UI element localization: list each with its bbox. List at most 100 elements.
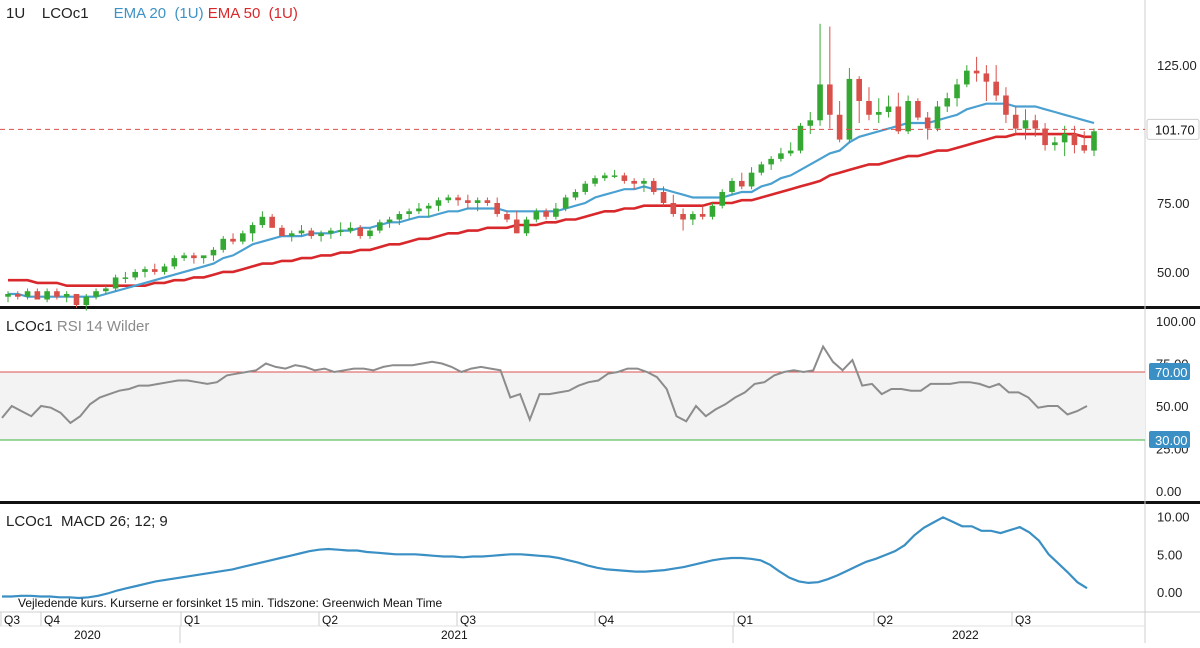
candle — [1042, 123, 1048, 151]
quarter-label: Q1 — [737, 613, 753, 627]
candle — [553, 202, 559, 220]
candle-body — [181, 255, 187, 259]
candle — [817, 23, 823, 126]
rsi-y-tick-label: 0.00 — [1156, 484, 1181, 499]
candle — [983, 65, 990, 101]
candle — [357, 225, 364, 239]
quarter-label: Q2 — [322, 613, 338, 627]
candle — [210, 247, 217, 261]
candle — [34, 288, 41, 300]
candle — [807, 112, 814, 135]
candle-body — [592, 178, 598, 184]
candle — [191, 252, 197, 264]
candle — [230, 233, 236, 245]
candle — [122, 271, 129, 283]
candle-body — [1003, 95, 1009, 115]
candle-body — [161, 266, 168, 272]
candle-body — [386, 219, 393, 223]
candle — [827, 26, 833, 129]
candle-body — [641, 180, 647, 184]
candle — [435, 197, 442, 212]
candle — [778, 147, 784, 162]
candle-body — [171, 258, 178, 267]
candle-body — [83, 296, 90, 305]
candle — [259, 211, 266, 228]
candle — [846, 67, 853, 143]
candle — [1061, 125, 1068, 157]
price-panel-title: 1U LCOc1 EMA 20 (1U) EMA 50 (1U) — [6, 5, 298, 22]
candle-body — [494, 202, 500, 215]
candle-body — [122, 277, 129, 279]
candle-body — [298, 230, 305, 234]
candle-body — [376, 222, 383, 231]
candle-body — [474, 200, 481, 203]
candle-body — [817, 84, 823, 121]
candle — [513, 211, 520, 234]
candle-body — [151, 269, 158, 272]
candle — [915, 98, 921, 121]
candle — [200, 255, 207, 264]
candle — [494, 197, 500, 217]
candle — [680, 208, 686, 231]
candle-body — [1071, 134, 1078, 146]
candle-body — [249, 225, 256, 234]
candle — [787, 142, 794, 157]
candle-body — [14, 293, 21, 297]
price-panel: 50.00 75.00 125.00 101.70 — [0, 23, 1200, 311]
candle — [24, 288, 31, 300]
y-tick-label: 50.00 — [1157, 265, 1190, 280]
macd-y-tick-label: 0.00 — [1157, 585, 1182, 600]
candle-body — [93, 291, 99, 297]
candle-body — [797, 125, 804, 151]
candle-body — [308, 230, 315, 237]
candle — [954, 78, 960, 107]
candle-body — [582, 183, 589, 192]
candle — [533, 208, 540, 223]
candle-body — [103, 288, 109, 292]
symbol-label: LCOc1 — [41, 5, 89, 22]
candle-body — [827, 84, 833, 115]
candle — [709, 202, 716, 220]
candle — [367, 227, 373, 239]
candle — [14, 291, 21, 300]
candle-body — [875, 112, 882, 115]
candle — [73, 293, 80, 308]
ema50-line — [8, 132, 1094, 287]
candle — [836, 100, 843, 143]
candle-body — [465, 200, 471, 203]
candle — [611, 169, 618, 179]
candle-body — [1091, 131, 1097, 151]
candle — [699, 205, 706, 220]
candle-body — [690, 214, 696, 220]
candle-body — [562, 197, 569, 209]
candle — [240, 230, 246, 245]
candle-body — [142, 269, 148, 272]
candle — [5, 291, 11, 303]
candle-body — [230, 238, 236, 242]
candle — [973, 56, 980, 82]
candle-body — [210, 249, 217, 256]
macd-label: MACD 26; 12; 9 — [61, 513, 168, 530]
candle-body — [533, 211, 540, 220]
candle-body — [1052, 142, 1058, 146]
candle — [249, 222, 256, 242]
candle-body — [220, 238, 227, 250]
candle — [308, 227, 315, 239]
candle — [132, 269, 138, 281]
candle-body — [787, 150, 794, 154]
candle-body — [846, 78, 853, 140]
candle — [318, 230, 324, 242]
candle-body — [367, 230, 373, 237]
candle — [964, 65, 970, 88]
candle — [1003, 87, 1009, 124]
candle — [1091, 128, 1097, 157]
candle — [719, 189, 726, 209]
candle — [1012, 106, 1019, 135]
candle — [543, 208, 549, 220]
quarter-label: Q4 — [44, 613, 60, 627]
candle — [1032, 114, 1039, 137]
candle — [670, 194, 677, 217]
candle — [406, 208, 412, 220]
